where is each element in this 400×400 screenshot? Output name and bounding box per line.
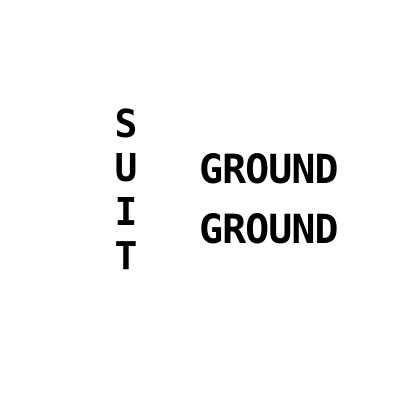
vertical-letter: I — [114, 190, 138, 234]
vertical-letter: T — [114, 234, 138, 278]
vertical-word-suit: S U I T — [110, 102, 142, 278]
word-ground-top: GROUND — [199, 147, 338, 193]
vertical-letter: S — [114, 102, 138, 146]
word-ground-bottom: GROUND — [199, 207, 338, 253]
vertical-letter: U — [114, 146, 138, 190]
